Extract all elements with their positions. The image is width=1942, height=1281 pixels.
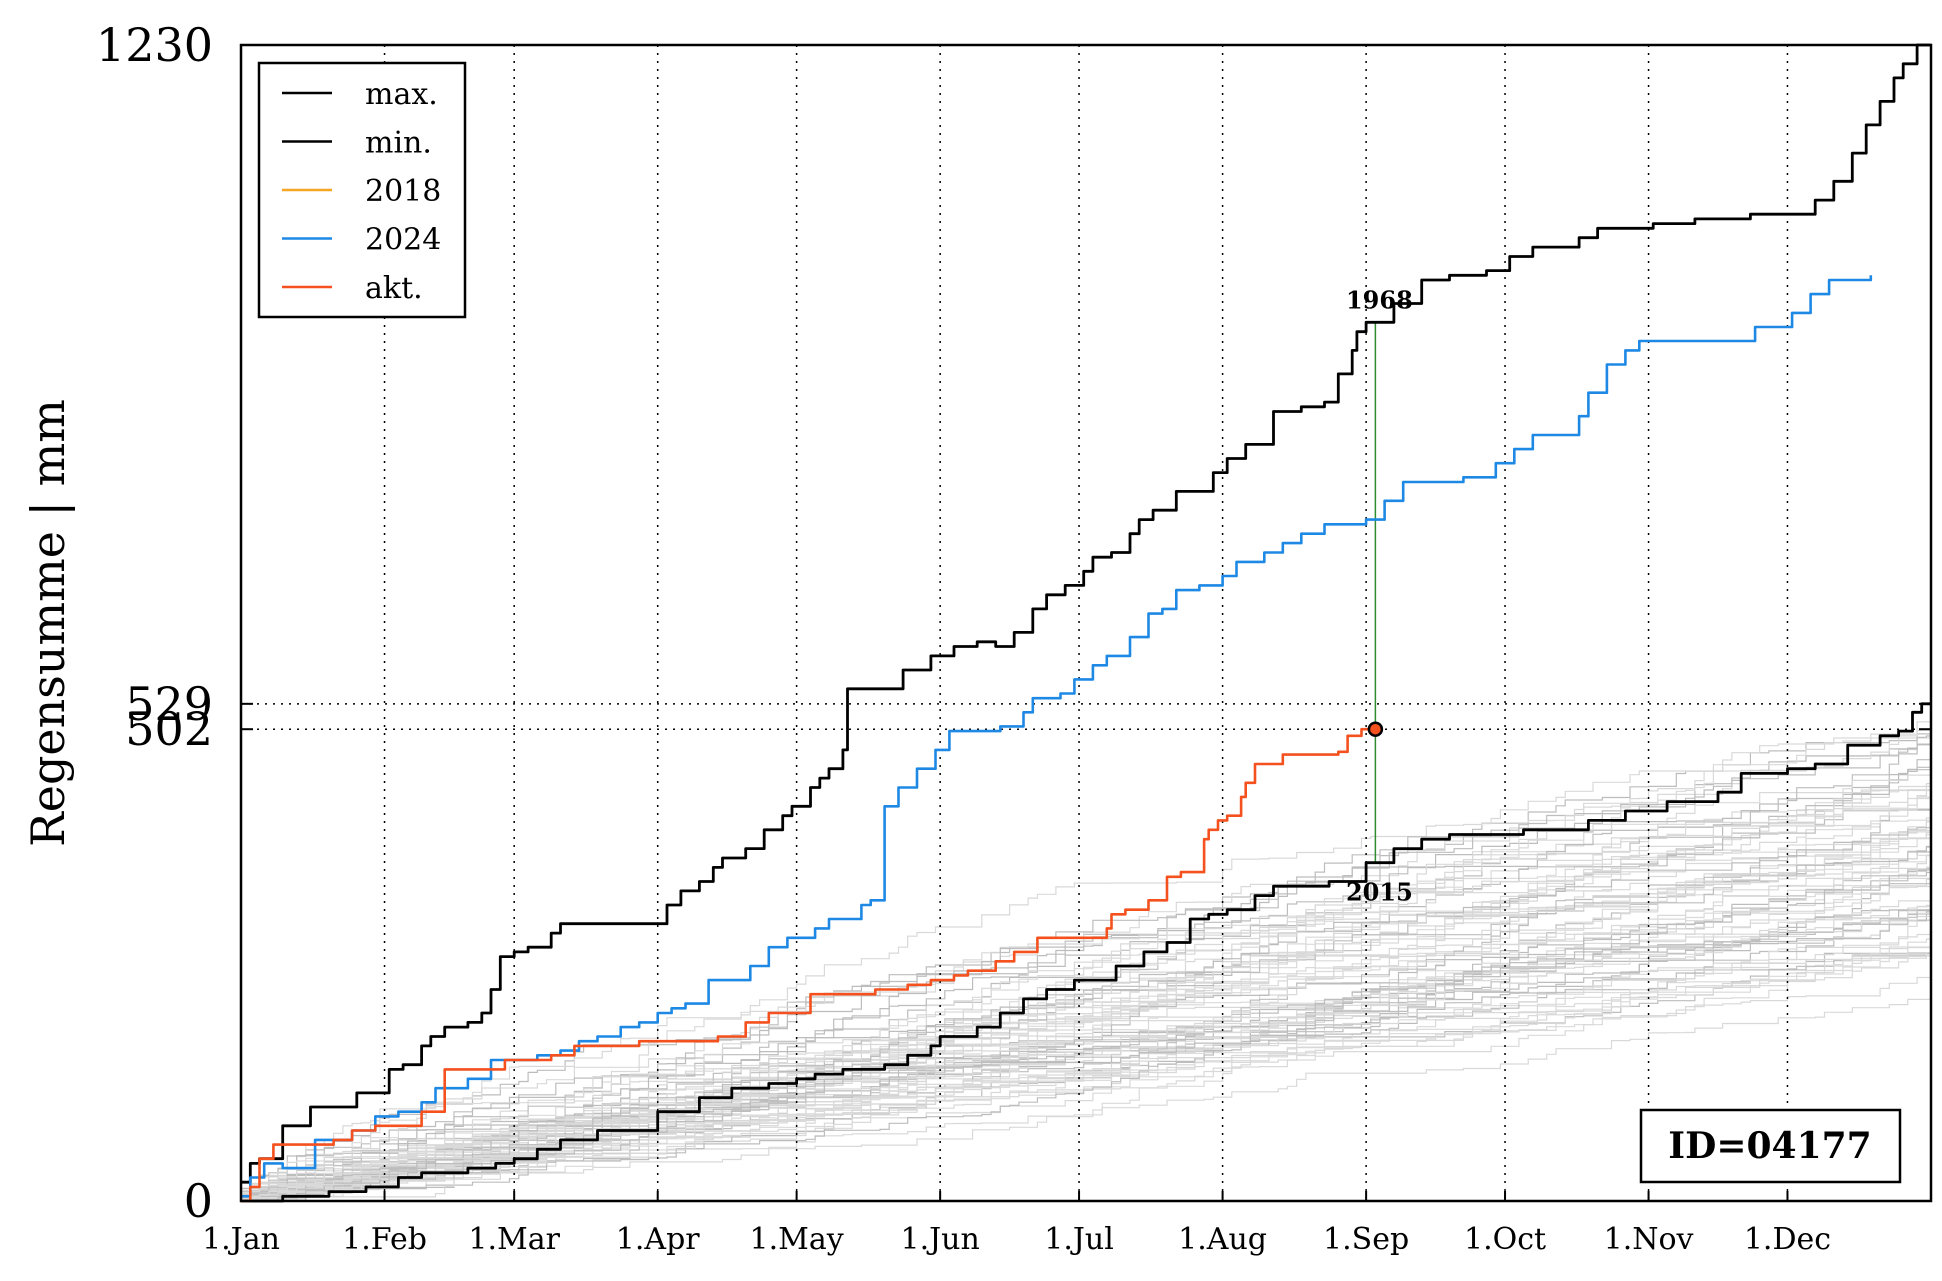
current-value-marker	[1367, 721, 1384, 737]
background-series-line	[240, 183, 1932, 1201]
x-tick-label: 1.Jul	[1044, 1222, 1114, 1257]
background-series-line	[241, 268, 1932, 1202]
y-tick-label: 502	[125, 702, 213, 756]
background-series-line	[241, 424, 1932, 1202]
background-series-line	[241, 246, 1932, 1202]
background-series-line	[240, 183, 1932, 1201]
background-series-line	[241, 487, 1932, 1202]
background-series-line	[241, 446, 1932, 1202]
background-series-line	[241, 485, 1932, 1202]
y-tick-label: 0	[184, 1174, 213, 1228]
grid	[383, 45, 1789, 1201]
background-series-line	[241, 165, 1932, 1202]
x-tick-label: 1.May	[750, 1222, 844, 1257]
y-tick-label: 1230	[96, 18, 213, 72]
x-tick-label: 1.Feb	[342, 1222, 427, 1257]
x-tick-label: 1.Dec	[1744, 1222, 1831, 1257]
background-series-line	[241, 304, 1932, 1202]
background-series-line	[241, 268, 1932, 1202]
background-series-line	[241, 227, 1932, 1202]
background-series-line	[240, 239, 1932, 1201]
background-series-line	[241, 429, 1932, 1202]
axis-ticks: 1.Jan 1.Feb 1.Mar 1.Apr 1.May 1.Jun 1.Jul 1.Aug…	[96, 18, 1931, 1257]
marker-group: 1968 2015	[1346, 285, 1413, 906]
background-series-line	[240, 235, 1932, 1201]
legend-label: min.	[365, 126, 432, 161]
station-id-label: ID=04177	[1668, 1125, 1871, 1167]
background-series-group	[240, 165, 1932, 1202]
legend-label: 2024	[365, 223, 441, 258]
x-tick-label: 1.Jan	[202, 1222, 280, 1257]
background-series-line	[240, 562, 1932, 1201]
reference-lines	[241, 703, 1931, 730]
background-series-line	[241, 396, 1932, 1202]
background-series-line	[240, 597, 1932, 1201]
series-group	[241, 43, 1931, 1203]
background-series-line	[240, 271, 1932, 1201]
background-series-line	[241, 593, 1932, 1202]
x-tick-label: 1.Aug	[1178, 1222, 1267, 1257]
background-series-line	[240, 207, 1932, 1201]
y-axis-label: Regensumme | mm	[21, 399, 75, 847]
background-series-line	[241, 200, 1932, 1202]
x-tick-label: 1.Apr	[616, 1222, 700, 1257]
x-tick-label: 1.Jun	[901, 1222, 980, 1257]
plot-frame	[239, 43, 1933, 1203]
background-series-line	[241, 525, 1932, 1202]
annotation-2015: 2015	[1346, 878, 1413, 907]
legend-label: akt.	[365, 271, 423, 306]
background-series-line	[241, 630, 1932, 1202]
station-id-box: ID=04177	[1639, 1108, 1902, 1184]
background-series-line	[241, 562, 1932, 1202]
x-tick-label: 1.Mar	[468, 1222, 560, 1257]
background-series-line	[240, 425, 1932, 1201]
background-series-line	[240, 170, 1932, 1201]
y-tick-label: 529	[125, 677, 213, 731]
background-series-line	[241, 432, 1932, 1202]
legend: max. min. 2018 2024 akt.	[257, 61, 467, 319]
background-series-line	[240, 563, 1932, 1202]
background-series-line	[240, 233, 1932, 1201]
series-line-max	[241, 43, 1931, 1184]
annotation-1968: 1968	[1346, 285, 1413, 314]
legend-label: max.	[365, 77, 438, 112]
x-tick-label: 1.Oct	[1464, 1222, 1546, 1257]
series-line-akt	[241, 727, 1380, 1203]
background-series-line	[241, 304, 1932, 1202]
background-series-line	[241, 478, 1932, 1202]
background-series-line	[241, 194, 1932, 1202]
x-tick-label: 1.Nov	[1604, 1222, 1694, 1257]
background-series-line	[241, 274, 1932, 1202]
background-series-line	[241, 537, 1932, 1202]
background-series-line	[241, 367, 1932, 1202]
background-series-line	[241, 249, 1932, 1202]
background-series-line	[240, 463, 1932, 1201]
x-tick-label: 1.Sep	[1323, 1222, 1409, 1257]
series-line-min	[241, 702, 1931, 1203]
legend-label: 2018	[365, 174, 441, 209]
